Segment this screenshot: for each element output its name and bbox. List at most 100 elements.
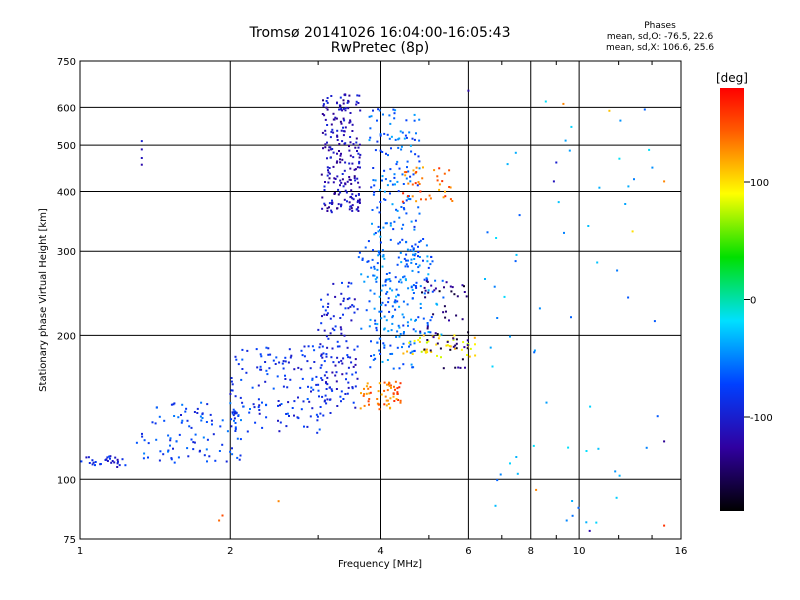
data-point <box>374 232 377 234</box>
data-point <box>347 366 350 369</box>
data-point <box>434 332 437 335</box>
data-point <box>331 371 334 374</box>
data-point <box>382 226 385 229</box>
data-point <box>405 259 408 262</box>
data-point <box>426 325 429 328</box>
data-point <box>357 102 360 104</box>
data-point <box>349 154 352 157</box>
data-point <box>330 388 333 391</box>
data-point <box>331 201 334 204</box>
data-point <box>588 529 591 532</box>
data-point <box>257 398 260 401</box>
data-point <box>340 359 343 362</box>
data-point <box>359 109 362 112</box>
data-point <box>321 379 324 381</box>
data-point <box>286 412 289 415</box>
data-point <box>402 324 405 327</box>
data-point <box>354 371 357 374</box>
data-point <box>359 166 361 169</box>
data-point <box>452 338 455 341</box>
data-point <box>400 145 403 148</box>
data-point <box>285 413 288 415</box>
data-point <box>383 190 386 193</box>
data-point <box>334 295 337 298</box>
data-point <box>177 456 180 459</box>
data-point <box>496 479 499 482</box>
data-point <box>91 463 94 466</box>
data-point <box>349 119 352 122</box>
data-point <box>378 349 381 352</box>
data-point <box>341 178 344 181</box>
data-point <box>374 149 377 152</box>
data-point <box>342 300 345 302</box>
data-point <box>92 461 95 464</box>
data-point <box>339 158 341 161</box>
data-point <box>373 184 376 187</box>
data-point <box>410 363 413 366</box>
data-point <box>589 405 592 408</box>
data-point <box>408 131 411 134</box>
data-point <box>411 288 414 291</box>
data-point <box>80 460 83 463</box>
data-point <box>281 362 284 365</box>
data-point <box>392 108 395 111</box>
data-point <box>316 419 319 422</box>
data-point <box>423 286 426 289</box>
data-point <box>570 316 572 319</box>
data-point <box>212 433 215 436</box>
data-point <box>181 419 184 422</box>
x-tick-label: 16 <box>675 546 688 557</box>
data-point <box>372 179 375 182</box>
data-point <box>252 403 255 406</box>
data-point <box>373 354 376 357</box>
data-point <box>339 184 341 187</box>
data-point <box>192 441 195 444</box>
data-point <box>358 160 361 163</box>
data-point <box>424 289 427 292</box>
data-point <box>415 171 418 173</box>
y-tick-label: 750 <box>57 57 76 68</box>
data-point <box>368 325 371 328</box>
phase-stats-x: mean, sd,X: 106.6, 25.6 <box>605 43 715 53</box>
data-point <box>426 327 429 330</box>
data-point <box>357 256 360 259</box>
data-point <box>402 207 405 210</box>
data-point <box>384 395 387 398</box>
data-point <box>433 289 436 292</box>
data-point <box>349 141 352 144</box>
data-point <box>356 201 359 204</box>
data-point <box>390 147 392 150</box>
data-point <box>453 293 456 296</box>
data-point <box>415 286 418 289</box>
data-point <box>339 120 342 123</box>
colorbar <box>720 88 744 511</box>
data-point <box>288 415 290 417</box>
data-point <box>328 146 331 149</box>
data-point <box>442 367 445 370</box>
data-point <box>265 404 267 407</box>
data-point <box>339 154 342 157</box>
data-point <box>451 200 454 202</box>
data-point <box>407 182 410 185</box>
data-point <box>571 514 574 517</box>
data-point <box>378 251 380 254</box>
data-point <box>332 151 335 154</box>
data-point <box>340 400 342 403</box>
data-point <box>356 150 358 152</box>
data-point <box>358 198 361 201</box>
data-point <box>424 296 427 299</box>
data-point <box>278 430 281 433</box>
data-point <box>323 313 326 316</box>
data-point <box>282 360 285 363</box>
phase-stats-o: mean, sd,O: -76.5, 22.6 <box>606 32 714 42</box>
data-point <box>326 312 329 315</box>
data-point <box>167 450 169 453</box>
data-point <box>373 191 376 194</box>
data-point <box>344 161 347 164</box>
data-point <box>340 181 343 184</box>
data-point <box>431 290 434 293</box>
data-point <box>397 399 400 401</box>
data-point <box>444 195 447 198</box>
data-point <box>169 444 171 447</box>
data-point <box>372 167 375 169</box>
